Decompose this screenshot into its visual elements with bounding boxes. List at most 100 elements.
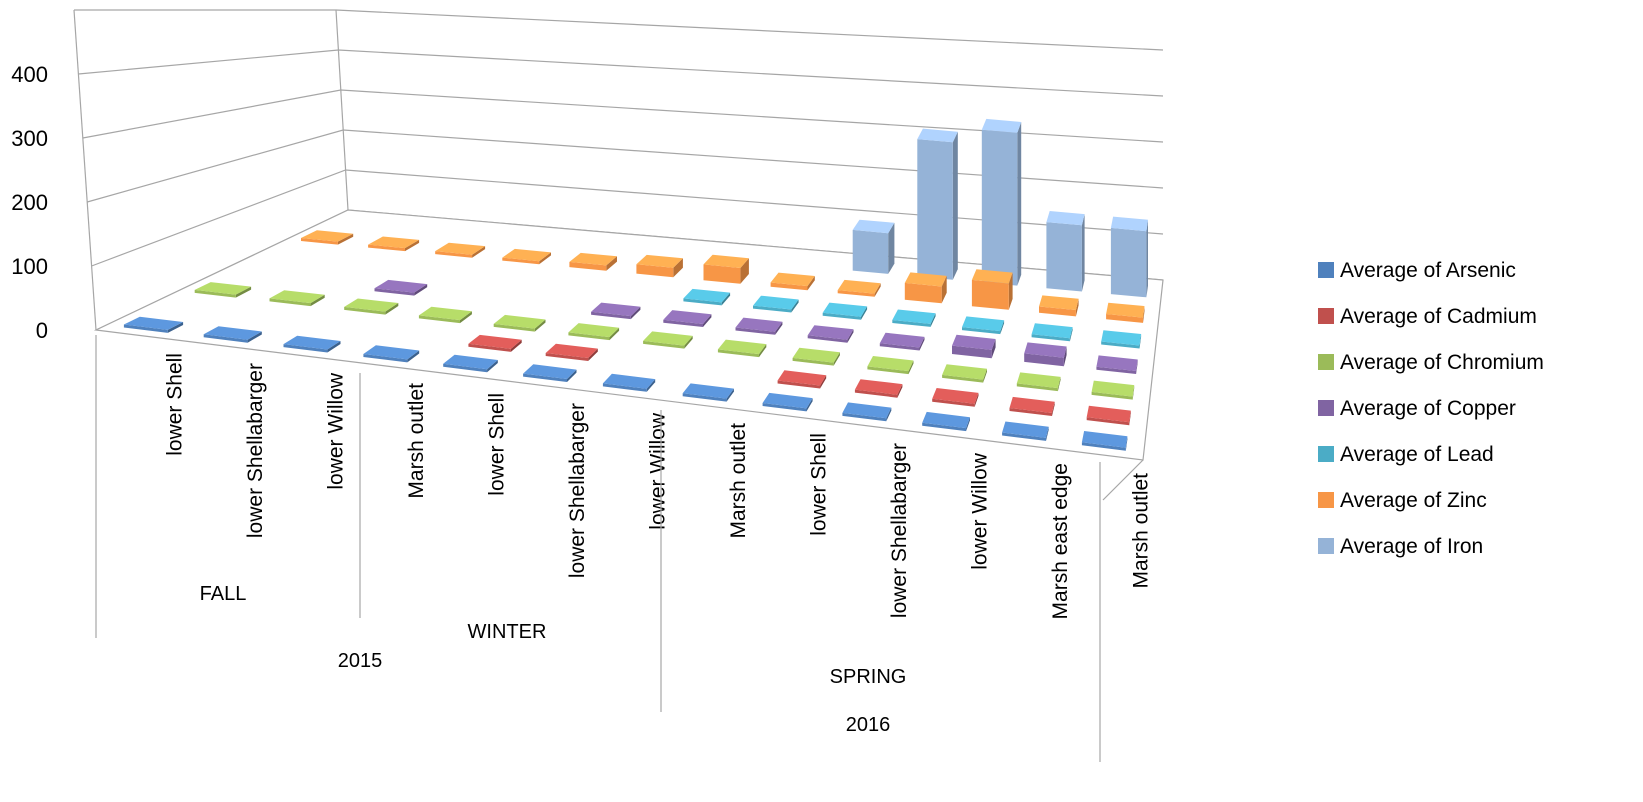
bar-side bbox=[1129, 410, 1131, 426]
category-label: lower Willow bbox=[969, 452, 992, 570]
bar bbox=[1096, 355, 1138, 374]
bar-top bbox=[1106, 302, 1145, 318]
bar bbox=[879, 332, 925, 351]
bar bbox=[602, 373, 656, 392]
bar bbox=[807, 325, 854, 343]
bar-front bbox=[703, 264, 741, 284]
bar bbox=[770, 272, 815, 291]
bar-top bbox=[1024, 342, 1067, 358]
bar bbox=[971, 269, 1013, 310]
bar-top bbox=[952, 334, 996, 350]
bar bbox=[762, 392, 813, 412]
bar-side bbox=[609, 327, 620, 341]
legend-label: Average of Zinc bbox=[1340, 489, 1487, 512]
bar-top bbox=[770, 272, 815, 287]
wall-corner-edge bbox=[335, 9, 349, 211]
bar bbox=[1101, 330, 1142, 349]
bar-top bbox=[663, 310, 712, 324]
bar-side bbox=[414, 284, 428, 296]
bar-front bbox=[867, 366, 909, 375]
bar-top bbox=[301, 230, 354, 242]
y-tick-label: 200 bbox=[11, 190, 48, 215]
bar bbox=[643, 331, 693, 349]
bar bbox=[502, 248, 551, 265]
bar bbox=[493, 314, 546, 332]
category-label: lower Shellabarger bbox=[244, 363, 267, 538]
bar-top bbox=[123, 316, 184, 330]
bar-front bbox=[568, 332, 610, 341]
bar bbox=[344, 298, 399, 315]
bar-front bbox=[1086, 417, 1130, 426]
bar-front bbox=[636, 264, 674, 278]
bar-front bbox=[545, 353, 589, 361]
bar-top bbox=[837, 279, 881, 294]
bar-side bbox=[510, 339, 522, 352]
bar-top bbox=[203, 326, 262, 340]
bar-top bbox=[591, 302, 641, 317]
bar-side bbox=[721, 292, 731, 306]
bar bbox=[683, 288, 731, 306]
bar bbox=[269, 290, 325, 307]
bar-front bbox=[1039, 306, 1076, 317]
bar-side bbox=[740, 258, 749, 284]
bar-top bbox=[922, 411, 970, 429]
bar bbox=[867, 356, 914, 375]
bar bbox=[545, 343, 598, 361]
bar-top bbox=[602, 373, 656, 389]
bar-side bbox=[806, 398, 813, 412]
bar-front bbox=[952, 345, 992, 359]
bar bbox=[852, 219, 895, 274]
bar-front bbox=[981, 129, 1018, 286]
bar bbox=[682, 383, 734, 402]
bar-top bbox=[363, 345, 420, 360]
bar-top bbox=[435, 242, 486, 255]
bar-side bbox=[1017, 122, 1022, 286]
bar-side bbox=[405, 239, 420, 252]
bar-side bbox=[588, 348, 598, 361]
bar-side bbox=[385, 303, 399, 315]
bar-top bbox=[523, 364, 577, 379]
legend-label: Average of Copper bbox=[1340, 397, 1516, 420]
bar bbox=[854, 379, 903, 398]
bar bbox=[1016, 372, 1061, 392]
bar-side bbox=[539, 252, 551, 265]
floor-edge bbox=[1102, 459, 1144, 501]
bar bbox=[1039, 295, 1079, 317]
bar-front bbox=[1002, 432, 1046, 441]
bar bbox=[932, 388, 979, 407]
bar bbox=[368, 236, 420, 252]
bar-top bbox=[344, 298, 399, 312]
bar-top bbox=[374, 279, 428, 293]
bar-side bbox=[407, 350, 420, 363]
bar-top bbox=[735, 317, 783, 332]
bar-front bbox=[502, 257, 540, 265]
bar-top bbox=[683, 288, 731, 303]
bar-side bbox=[807, 276, 815, 291]
y-tick-label: 0 bbox=[36, 318, 48, 343]
bar-front bbox=[418, 315, 460, 324]
bar-top bbox=[568, 323, 620, 338]
gridline bbox=[78, 49, 1164, 97]
bar-front bbox=[1016, 383, 1058, 392]
bar-top bbox=[971, 269, 1013, 284]
legend-swatch bbox=[1318, 538, 1334, 554]
bar bbox=[123, 316, 184, 333]
bar-side bbox=[1125, 436, 1128, 451]
bar-front bbox=[1110, 227, 1147, 298]
bar-front bbox=[942, 374, 984, 383]
category-label: lower Willow bbox=[647, 412, 670, 530]
bar-front bbox=[194, 289, 236, 298]
bar bbox=[1009, 396, 1055, 416]
bar-top bbox=[867, 356, 914, 372]
bar bbox=[374, 279, 428, 296]
bar-side bbox=[726, 388, 734, 402]
gridline bbox=[91, 169, 1164, 267]
bar-front bbox=[807, 335, 848, 343]
bar-top bbox=[1016, 372, 1061, 389]
bar bbox=[942, 364, 987, 383]
bar-front bbox=[1046, 222, 1082, 292]
legend-swatch bbox=[1318, 446, 1334, 462]
bar-side bbox=[235, 286, 252, 298]
bar-front bbox=[854, 389, 898, 398]
bar-front bbox=[569, 261, 607, 271]
